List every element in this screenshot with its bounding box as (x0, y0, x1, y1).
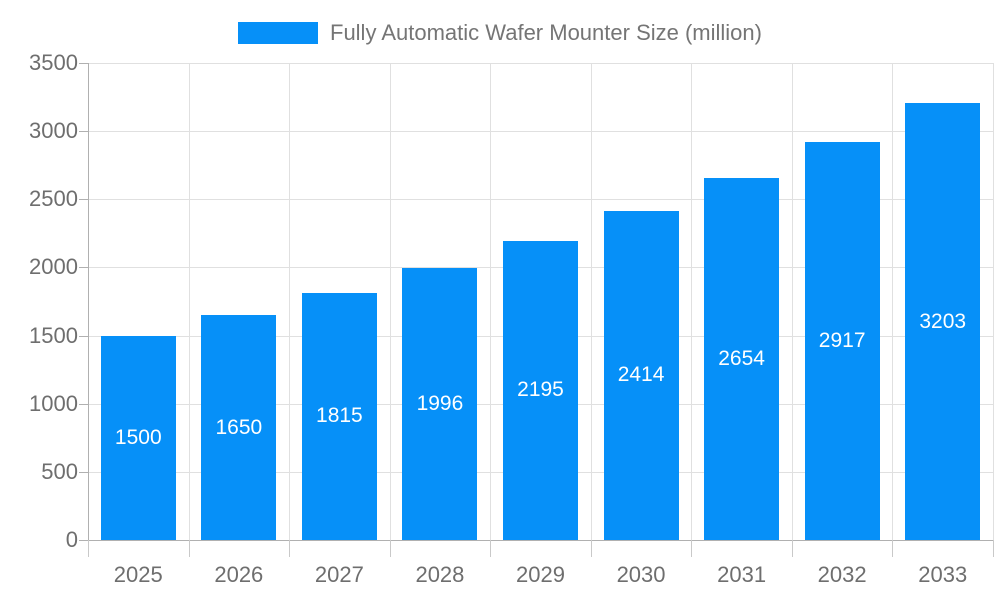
y-gridline (88, 199, 993, 201)
y-axis-label: 2000 (29, 254, 78, 280)
bar-value-label: 2414 (617, 363, 665, 387)
bar-value-label: 1650 (215, 415, 263, 439)
x-gridline (188, 63, 190, 540)
y-tick (79, 403, 88, 405)
y-tick (79, 199, 88, 201)
x-gridline (791, 63, 793, 540)
x-gridline (490, 63, 492, 540)
x-axis-baseline (88, 540, 993, 541)
bar-2026[interactable]: 1650 (201, 315, 277, 540)
bar-2033[interactable]: 3203 (905, 103, 981, 540)
bar-value-label: 3203 (919, 309, 967, 333)
plot-area: 1500 1650 1815 1996 2195 2414 2654 2917 3203 (88, 63, 994, 540)
x-tick (993, 540, 994, 557)
bar-2025[interactable]: 1500 (100, 335, 176, 540)
x-tick (188, 540, 190, 557)
x-axis-label: 2031 (717, 562, 767, 587)
x-axis-label: 2027 (314, 562, 364, 587)
x-tick (490, 540, 492, 557)
bar-2029[interactable]: 2195 (503, 240, 578, 540)
legend-swatch-icon (238, 22, 318, 44)
y-tick (79, 540, 88, 541)
x-tick (88, 540, 89, 557)
bar-2032[interactable]: 2917 (804, 142, 880, 540)
x-tick (691, 540, 693, 557)
legend[interactable]: Fully Automatic Wafer Mounter Size (mill… (0, 18, 1000, 48)
x-gridline (389, 63, 391, 540)
y-axis-label: 3000 (29, 118, 78, 144)
y-axis-label: 2500 (29, 186, 78, 212)
y-tick (79, 471, 88, 473)
x-axis-label: 2029 (516, 562, 565, 587)
y-tick (79, 131, 88, 133)
x-tick (590, 540, 592, 557)
bar-value-label: 2195 (517, 378, 564, 402)
bar-value-label: 1996 (416, 391, 464, 415)
y-tick (79, 63, 88, 64)
y-axis-line (88, 63, 89, 557)
bar-value-label: 1500 (114, 425, 162, 449)
x-gridline (691, 63, 693, 540)
x-tick (791, 540, 793, 557)
x-axis-label: 2032 (817, 562, 867, 587)
y-gridline (88, 63, 993, 64)
x-gridline (892, 63, 894, 540)
x-axis-label: 2025 (113, 562, 163, 587)
y-axis-label: 0 (65, 527, 78, 552)
bar-2030[interactable]: 2414 (603, 211, 679, 540)
y-axis-label: 1000 (29, 390, 78, 416)
y-axis-label: 1500 (29, 322, 78, 348)
y-tick (79, 267, 88, 269)
x-axis-label: 2026 (214, 562, 264, 587)
x-gridline (590, 63, 592, 540)
y-gridline (88, 131, 993, 133)
x-tick (289, 540, 291, 557)
y-axis-label: 500 (41, 458, 78, 484)
bar-value-label: 2917 (818, 329, 866, 353)
bar-2027[interactable]: 1815 (301, 292, 377, 540)
y-tick (79, 335, 88, 337)
bar-2031[interactable]: 2654 (704, 178, 780, 540)
x-gridline (993, 63, 994, 540)
x-gridline (289, 63, 291, 540)
bar-2028[interactable]: 1996 (402, 267, 478, 540)
x-axis-label: 2028 (415, 562, 465, 587)
bar-value-label: 2654 (718, 347, 765, 371)
x-tick (892, 540, 894, 557)
y-axis-label: 3500 (29, 50, 78, 75)
bar-value-label: 1815 (316, 404, 363, 428)
legend-label: Fully Automatic Wafer Mounter Size (mill… (330, 20, 762, 45)
x-axis-label: 2033 (918, 562, 968, 587)
x-tick (389, 540, 391, 557)
x-axis-label: 2030 (616, 562, 666, 587)
